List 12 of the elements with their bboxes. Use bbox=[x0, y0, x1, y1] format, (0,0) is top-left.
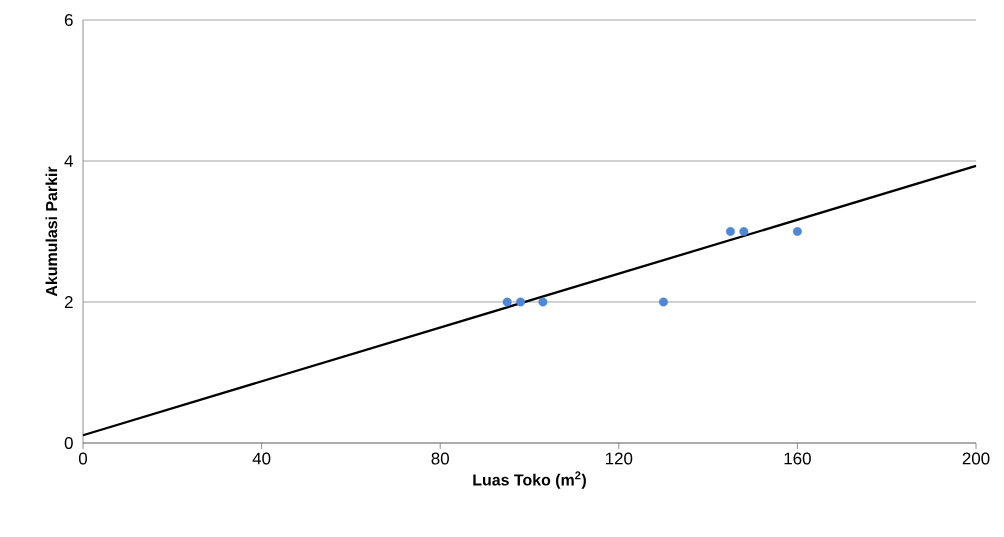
x-tick-label: 160 bbox=[784, 452, 811, 465]
y-tick-label: 4 bbox=[64, 155, 73, 167]
x-tick-label: 0 bbox=[78, 452, 88, 465]
y-tick-label: 0 bbox=[64, 437, 73, 449]
x-tick-label: 80 bbox=[431, 452, 449, 465]
x-axis-title: Luas Toko (m$^{2}$) bbox=[473, 471, 586, 489]
y-tick-label: 6 bbox=[64, 14, 73, 26]
x-tick-label: 40 bbox=[252, 452, 271, 465]
y-axis-title: Akumulasi Parkir bbox=[45, 166, 58, 297]
x-tick-label: 200 bbox=[962, 452, 990, 465]
x-tick-label: 120 bbox=[605, 452, 633, 465]
y-tick-label: 2 bbox=[64, 296, 73, 308]
